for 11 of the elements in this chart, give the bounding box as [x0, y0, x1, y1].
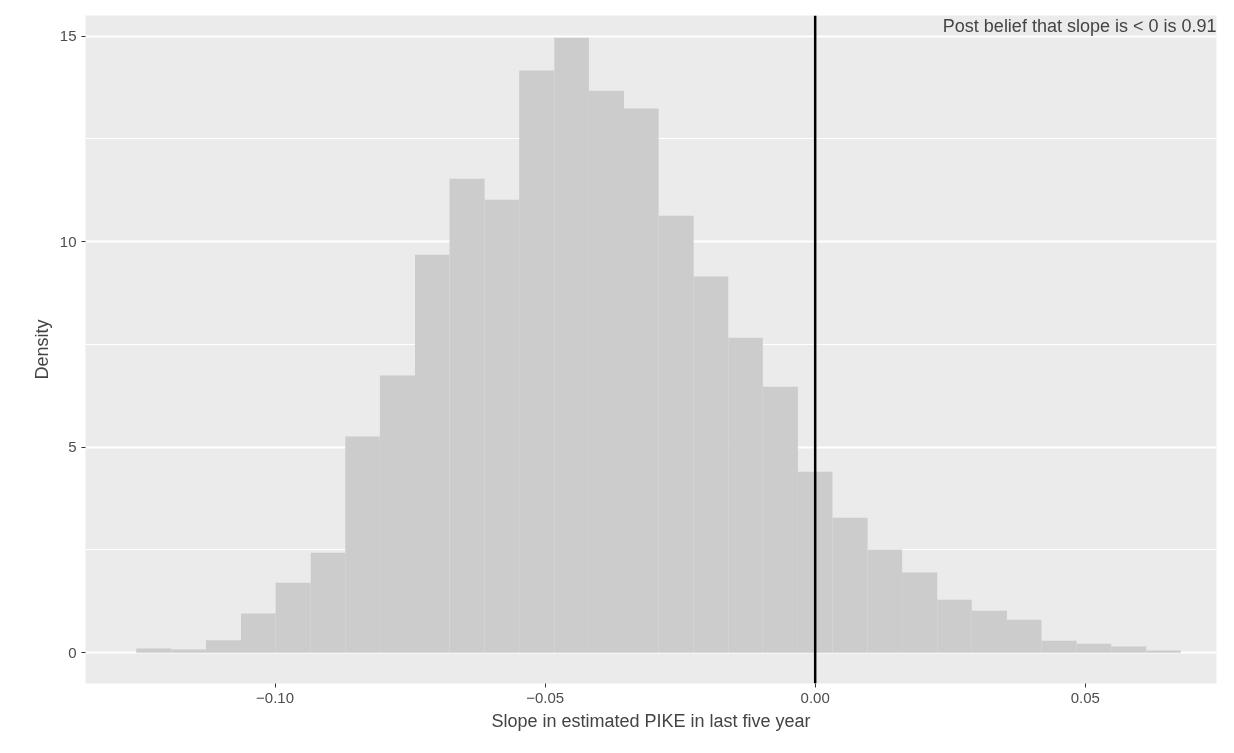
y-tick-label: 0: [68, 643, 77, 661]
y-tick-label: 15: [59, 27, 77, 45]
y-axis-title: Density: [31, 319, 52, 380]
annotation: Post belief that slope is < 0 is 0.91: [942, 15, 1217, 36]
x-axis-title: Slope in estimated PIKE in last five year: [491, 710, 811, 731]
y-tick-label: 10: [59, 232, 77, 250]
x-tick-label: 0.05: [1070, 688, 1100, 706]
x-tick-label: −0.10: [256, 688, 295, 706]
x-tick-label: 0.00: [800, 688, 830, 706]
y-tick-label: 5: [68, 438, 77, 456]
x-tick-label: −0.05: [526, 688, 565, 706]
